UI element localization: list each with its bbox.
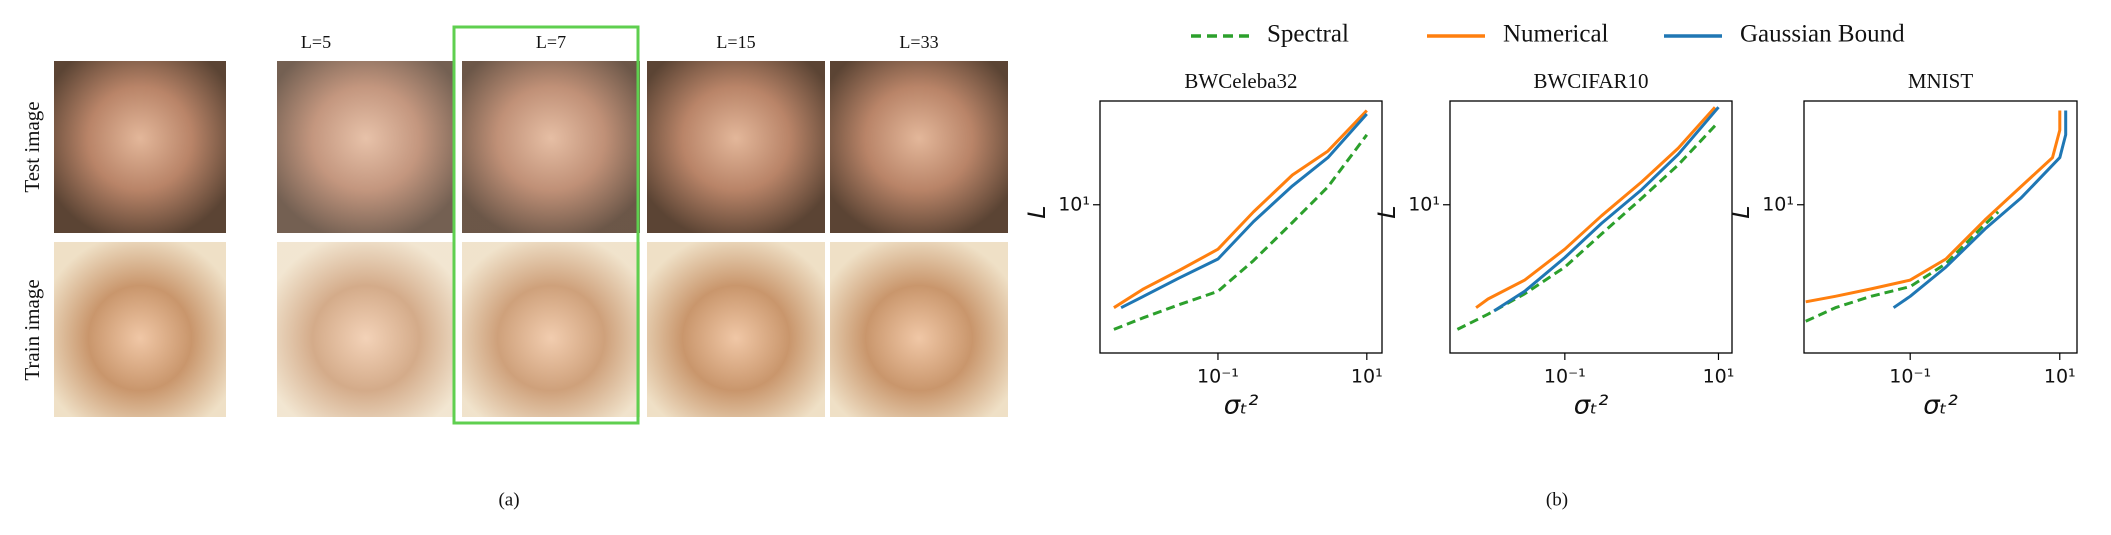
row-label: Test image: [20, 101, 44, 192]
x-axis-label: σₜ²: [1574, 391, 1609, 421]
x-tick-label: 10⁻¹: [1197, 366, 1239, 388]
chart-title: MNIST: [1908, 69, 1974, 93]
legend-label: Spectral: [1267, 21, 1349, 48]
y-axis-label: L: [1727, 205, 1755, 218]
legend-label: Gaussian Bound: [1740, 21, 1905, 48]
photo: [462, 61, 640, 233]
series-line: [1805, 210, 2000, 323]
chart-title: BWCIFAR10: [1533, 69, 1648, 93]
series-line: [1113, 109, 1368, 309]
series-line: [1113, 133, 1369, 331]
series-line: [1805, 110, 2062, 304]
column-label: L=7: [536, 32, 566, 52]
series-line: [1475, 106, 1717, 309]
x-tick-label: 10¹: [1351, 366, 1383, 388]
x-tick-label: 10⁻¹: [1544, 366, 1586, 388]
plot-area: [1803, 100, 2078, 354]
series-line: [1892, 110, 2068, 309]
column-label: L=15: [716, 32, 755, 52]
photo: [462, 242, 640, 417]
y-axis-label: L: [1023, 205, 1051, 218]
x-axis-label: σₜ²: [1224, 391, 1259, 421]
plot-area: [1449, 100, 1733, 354]
photo: [830, 242, 1008, 417]
plot-area: [1099, 100, 1383, 354]
photo: [277, 61, 455, 233]
y-tick-label: 10¹: [1058, 193, 1090, 215]
chart-title: BWCeleba32: [1184, 69, 1297, 93]
series-line: [1456, 124, 1717, 331]
highlight-box: [452, 25, 640, 425]
column-label: L=5: [301, 32, 331, 52]
caption: (b): [1546, 489, 1568, 510]
photo: [54, 242, 226, 417]
photo: [647, 61, 825, 233]
x-axis-label: σₜ²: [1923, 391, 1958, 421]
y-tick-label: 10¹: [1408, 193, 1440, 215]
y-tick-label: 10¹: [1762, 193, 1794, 215]
series-line: [1120, 113, 1368, 310]
series-line: [1493, 106, 1720, 313]
caption: (a): [498, 489, 519, 510]
photo: [830, 61, 1008, 233]
column-label: L=33: [899, 32, 938, 52]
photo: [647, 242, 825, 417]
photo: [277, 242, 455, 417]
legend-label: Numerical: [1503, 21, 1609, 48]
photo: [54, 61, 226, 233]
row-label: Train image: [20, 279, 44, 380]
x-tick-label: 10⁻¹: [1889, 366, 1931, 388]
x-tick-label: 10¹: [2044, 366, 2076, 388]
y-axis-label: L: [1373, 205, 1401, 218]
photo-grid: [54, 25, 1008, 425]
x-tick-label: 10¹: [1703, 366, 1735, 388]
